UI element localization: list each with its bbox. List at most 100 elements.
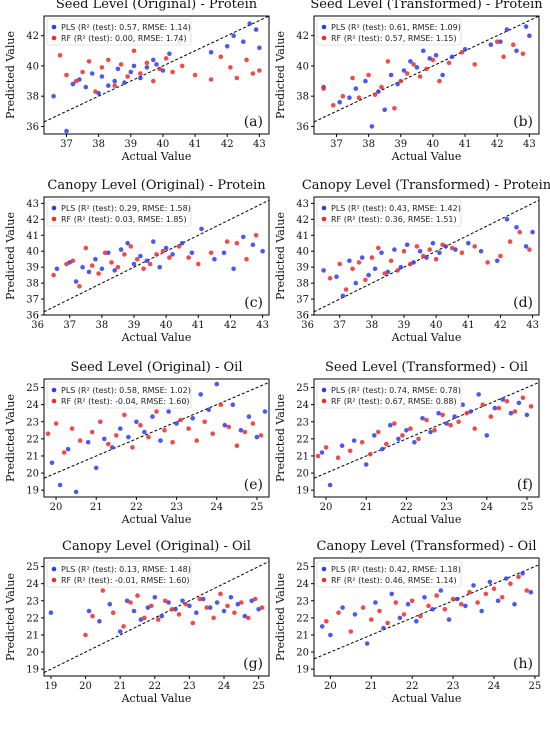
y-tick-label: 19 — [26, 486, 39, 497]
data-point — [417, 248, 423, 254]
data-point — [428, 429, 433, 435]
data-point — [256, 607, 261, 612]
panel-label: (d) — [513, 295, 533, 311]
y-tick-label: 40 — [26, 247, 39, 258]
data-point — [93, 256, 98, 262]
plot-frame — [43, 378, 270, 498]
data-point — [418, 613, 423, 619]
data-point — [340, 293, 346, 299]
data-point — [244, 57, 249, 63]
data-point — [83, 632, 88, 638]
data-point — [141, 266, 146, 272]
data-point — [247, 21, 252, 26]
x-tick-label: 38 — [362, 139, 375, 150]
legend-marker — [321, 577, 327, 583]
legend-box — [46, 199, 192, 227]
data-point — [178, 417, 183, 423]
data-point — [166, 600, 171, 605]
y-tick-label: 40 — [296, 61, 309, 72]
data-point — [420, 416, 425, 421]
y-tick-label: 41 — [296, 231, 309, 242]
data-point — [83, 245, 89, 251]
data-point — [144, 258, 150, 264]
data-point — [347, 258, 352, 264]
data-point — [110, 610, 116, 615]
legend: PLS (R² (test): 0.13, RMSE: 1.48) RF (R² … — [46, 560, 192, 588]
data-point — [321, 268, 326, 273]
data-point — [154, 252, 159, 257]
x-tick-label: 40 — [427, 139, 440, 150]
data-point — [520, 571, 525, 576]
data-point — [334, 274, 339, 280]
data-point — [134, 419, 139, 425]
legend-box — [46, 381, 192, 409]
data-point — [523, 24, 529, 29]
x-tick-label: 41 — [192, 320, 205, 331]
data-point — [414, 244, 420, 249]
y-tick-label: 36 — [296, 311, 309, 322]
data-point — [115, 264, 121, 270]
x-tick-label: 23 — [183, 681, 196, 692]
data-point — [360, 605, 366, 610]
data-point — [154, 62, 159, 67]
data-point — [218, 54, 224, 60]
data-point — [520, 395, 526, 401]
data-point — [102, 250, 108, 256]
reference-line — [43, 15, 270, 123]
data-point — [484, 433, 490, 438]
data-point — [395, 81, 400, 87]
legend-marker — [51, 205, 57, 211]
data-point — [520, 51, 526, 57]
data-point — [446, 617, 452, 622]
x-tick-label: 22 — [406, 681, 419, 692]
data-point — [170, 252, 175, 257]
data-point — [426, 603, 431, 609]
data-point — [138, 253, 143, 259]
legend-label: PLS (R² (test): 0.61, RMSE: 1.09) — [331, 23, 461, 32]
data-point — [385, 620, 390, 626]
data-point — [350, 266, 355, 272]
data-point — [154, 409, 159, 414]
series-pls — [48, 595, 261, 634]
data-point — [234, 240, 240, 246]
data-point — [69, 426, 75, 431]
data-point — [222, 422, 228, 428]
data-point — [115, 66, 121, 72]
data-point — [194, 438, 199, 443]
data-point — [204, 605, 209, 610]
data-point — [230, 402, 236, 408]
data-point — [179, 240, 185, 246]
data-point — [472, 426, 478, 431]
legend-box — [316, 199, 462, 227]
x-axis-label: Actual Value — [121, 513, 192, 526]
legend-label: PLS (R² (test): 0.29, RMSE: 1.58) — [61, 204, 191, 213]
data-point — [131, 261, 137, 267]
legend-marker — [51, 216, 57, 222]
data-point — [380, 446, 385, 452]
data-point — [149, 603, 154, 609]
x-tick-label: 24 — [210, 502, 223, 513]
data-point — [459, 50, 465, 55]
data-point — [480, 402, 486, 408]
data-point — [257, 45, 262, 51]
x-tick-label: 24 — [218, 681, 231, 692]
x-tick-label: 38 — [92, 139, 105, 150]
data-point — [97, 619, 102, 624]
data-point — [363, 462, 369, 467]
x-tick-label: 21 — [90, 502, 103, 513]
data-point — [228, 65, 233, 70]
x-axis-label: Actual Value — [391, 150, 462, 163]
data-point — [250, 71, 256, 76]
x-tick-label: 36 — [31, 320, 44, 331]
x-tick-label: 22 — [130, 502, 143, 513]
data-point — [499, 595, 505, 600]
legend-label: RF (R² (test): 0.03, RMSE: 1.85) — [61, 215, 187, 224]
y-tick-label: 36 — [26, 122, 39, 133]
data-point — [514, 48, 519, 54]
data-point — [369, 617, 374, 622]
data-point — [167, 51, 172, 57]
chart-title: Canopy Level (Transformed) - Protein — [302, 178, 550, 193]
data-point — [446, 60, 452, 66]
data-point — [249, 598, 254, 604]
data-point — [109, 260, 114, 265]
